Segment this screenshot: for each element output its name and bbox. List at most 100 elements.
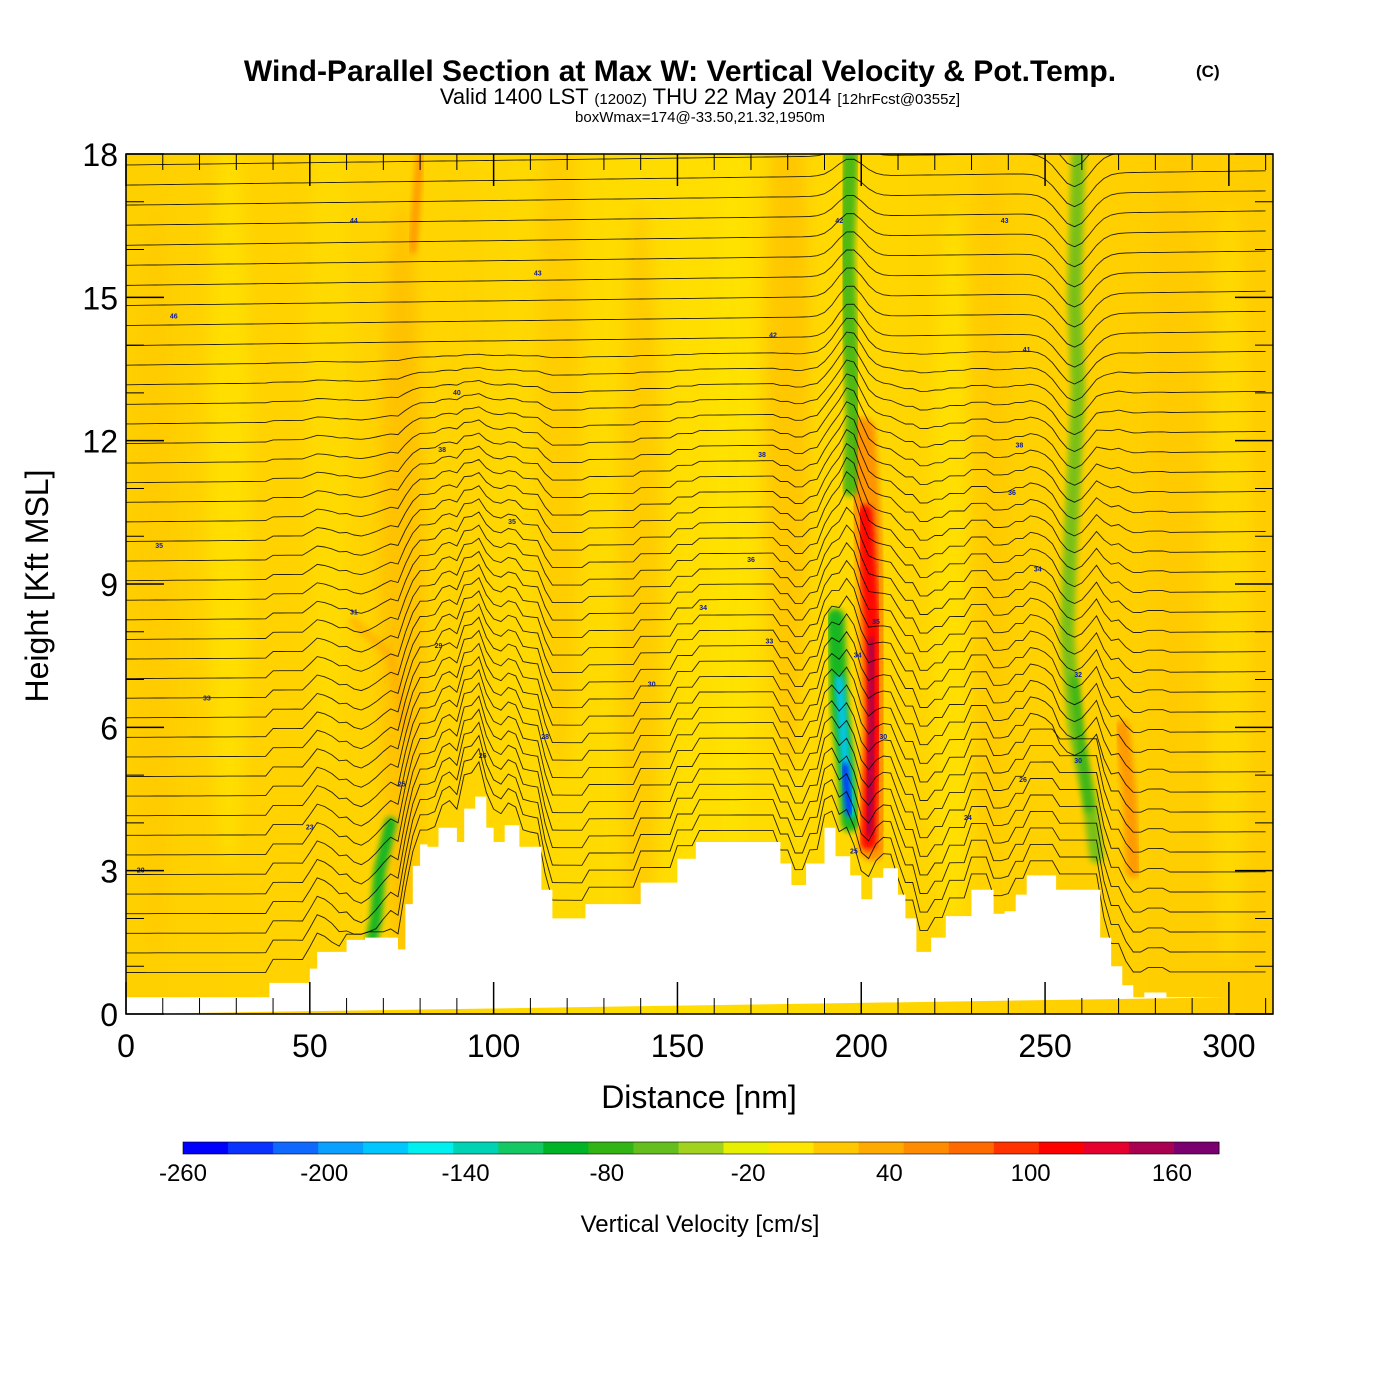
- theta-contour: [126, 195, 1266, 248]
- theta-contour: [126, 140, 1266, 147]
- colorbar-swatch: [723, 1142, 770, 1154]
- colorbar-swatch: [453, 1142, 499, 1154]
- texture-band: [206, 154, 251, 869]
- contour-label: 25: [850, 849, 858, 856]
- contour-label: 34: [1034, 567, 1042, 574]
- contour-label: 36: [1008, 490, 1016, 497]
- colorbar-frame: [182, 1141, 1220, 1155]
- colorbar-swatch: [318, 1142, 364, 1154]
- theta-contour: [126, 249, 1266, 308]
- theta-contour: [126, 176, 1266, 228]
- y-tick-label: 18: [82, 137, 118, 173]
- x-tick-label: 150: [651, 1028, 704, 1064]
- texture-band: [306, 154, 351, 773]
- theta-contour: [126, 428, 1266, 523]
- theta-contour: [126, 603, 1266, 738]
- colorbar-tick-label: 160: [1152, 1160, 1192, 1187]
- contour-label: 35: [155, 543, 163, 550]
- contour-label: 29: [435, 643, 443, 650]
- colorbar-swatch: [1038, 1142, 1085, 1154]
- contour-label: 40: [453, 390, 461, 397]
- theta-contour: [126, 456, 1266, 562]
- colorbar-swatch: [183, 1142, 229, 1154]
- texture-band: [442, 154, 487, 869]
- theta-contour: [126, 542, 1266, 660]
- y-tick-label: 12: [82, 424, 118, 460]
- colorbar-swatch: [858, 1142, 905, 1154]
- colorbar-tick-label: -260: [159, 1160, 207, 1187]
- colorbar-tick-label: -20: [731, 1160, 766, 1187]
- contour-label: 38: [1015, 442, 1023, 449]
- texture-band: [537, 154, 582, 773]
- updraft-core: [864, 637, 877, 837]
- chart-title-mark: (C): [1196, 62, 1220, 81]
- contour-label: 33: [765, 638, 773, 645]
- contour-label: 28: [541, 734, 549, 741]
- theta-contours: [126, 140, 1266, 973]
- theta-contour: [126, 345, 1266, 419]
- colorbar-swatch: [903, 1142, 950, 1154]
- x-axis: 0 50 100 150 200 250 300: [117, 154, 1267, 1064]
- contour-label: 32: [1074, 672, 1082, 679]
- y-tick-label: 6: [100, 710, 118, 746]
- theta-contour: [126, 317, 1266, 385]
- texture-band: [1151, 154, 1196, 773]
- lee-updraft: [1115, 720, 1141, 878]
- colorbar-title: Vertical Velocity [cm/s]: [581, 1211, 820, 1238]
- chart-subtitle2: boxWmax=174@-33.50,21.32,1950m: [575, 109, 825, 126]
- theta-contour: [126, 303, 1266, 368]
- theta-contour: [126, 470, 1266, 582]
- x-tick-label: 100: [467, 1028, 520, 1064]
- chart-title: Wind-Parallel Section at Max W: Vertical…: [244, 55, 1116, 88]
- contour-label: 38: [758, 452, 766, 459]
- colorbar-tick-label: -200: [300, 1160, 348, 1187]
- contour-label: 30: [879, 734, 887, 741]
- texture-band: [618, 204, 663, 964]
- colorbar-swatch: [363, 1142, 409, 1154]
- theta-contour: [126, 655, 1266, 817]
- theta-contour: [126, 387, 1266, 469]
- texture-band: [1206, 204, 1251, 964]
- contour-label: 42: [835, 218, 843, 225]
- contour-label: 30: [1074, 758, 1082, 765]
- contour-label: 26: [479, 753, 487, 760]
- texture-band: [710, 154, 755, 869]
- contour-label: 26: [1019, 777, 1027, 784]
- contour-label: 23: [306, 825, 314, 832]
- colorbar-swatch: [1128, 1142, 1175, 1154]
- y-tick-label: 3: [100, 854, 118, 890]
- theta-contour: [126, 576, 1266, 699]
- colorbar-swatch: [498, 1142, 544, 1154]
- colorbar-swatch: [543, 1142, 589, 1154]
- colorbar-tick-label: 40: [876, 1160, 903, 1187]
- subtitle-forecast: [12hrFcst@0355z]: [837, 91, 960, 108]
- texture-band: [967, 154, 1012, 869]
- colorbar-swatch: [948, 1142, 995, 1154]
- theta-contour: [126, 506, 1266, 621]
- contour-label: 42: [769, 333, 777, 340]
- theta-contour: [126, 401, 1266, 486]
- colorbar-tick-label: -80: [589, 1160, 624, 1187]
- x-tick-label: 50: [292, 1028, 328, 1064]
- contour-label: 36: [747, 557, 755, 564]
- theta-contour: [126, 524, 1266, 640]
- contour-label: 24: [964, 815, 972, 822]
- subtitle-valid: Valid 1400 LST: [440, 84, 588, 109]
- colorbar: -260 -200 -140 -80 -20 40 100 160: [159, 1141, 1220, 1187]
- theta-contour: [126, 590, 1266, 719]
- theta-contour: [126, 488, 1266, 601]
- contour-label: 33: [203, 696, 211, 703]
- theta-contour: [126, 414, 1266, 503]
- theta-contour: [126, 158, 1266, 208]
- y-axis-label: Height [Kft MSL]: [19, 470, 55, 703]
- colorbar-swatch: [993, 1142, 1040, 1154]
- contour-label: 30: [648, 681, 656, 688]
- theta-contour: [126, 629, 1266, 778]
- theta-contour: [126, 213, 1266, 268]
- theta-contour: [126, 747, 1266, 954]
- chart-subtitle: Valid 1400 LST (1200Z) THU 22 May 2014 […: [440, 84, 960, 109]
- colorbar-swatch: [633, 1142, 679, 1154]
- theta-contour: [126, 760, 1266, 973]
- downdraft-core: [842, 763, 852, 816]
- contour-label: 46: [170, 313, 178, 320]
